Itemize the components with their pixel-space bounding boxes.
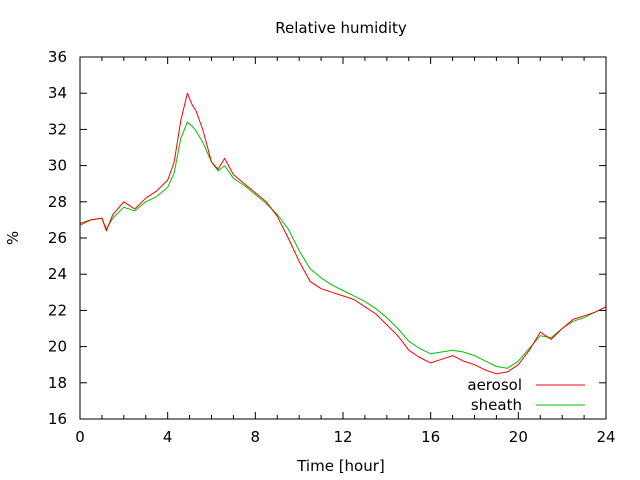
y-tick-label: 26	[48, 229, 67, 247]
plot-frame	[79, 56, 607, 420]
y-tick-label: 22	[48, 301, 67, 319]
series-line-aerosol	[79, 92, 607, 375]
y-axis-ticks: 16 18 20 22 24 26 28 30 32 34 36	[48, 48, 606, 428]
x-tick-label: 4	[163, 428, 173, 446]
legend-label-aerosol: aerosol	[467, 376, 522, 394]
legend-label-sheath: sheath	[471, 396, 522, 414]
x-tick-label: 12	[333, 428, 352, 446]
x-tick-label: 8	[251, 428, 261, 446]
x-tick-label: 24	[596, 428, 615, 446]
y-tick-label: 18	[48, 374, 67, 392]
x-axis-label: Time [hour]	[296, 457, 385, 475]
chart-title: Relative humidity	[275, 19, 407, 37]
plot-area	[79, 92, 607, 375]
x-tick-label: 20	[509, 428, 528, 446]
y-tick-label: 34	[48, 84, 67, 102]
y-tick-label: 36	[48, 48, 67, 66]
series-line-sheath	[79, 121, 607, 369]
y-tick-label: 32	[48, 120, 67, 138]
y-tick-label: 30	[48, 157, 67, 175]
y-tick-label: 16	[48, 410, 67, 428]
y-tick-label: 20	[48, 338, 67, 356]
x-tick-label: 16	[421, 428, 440, 446]
x-tick-label: 0	[75, 428, 85, 446]
y-tick-label: 28	[48, 193, 67, 211]
legend: aerosol sheath	[467, 376, 585, 414]
y-axis-label: %	[4, 231, 22, 245]
x-axis-ticks: 0 4 8 12 16 20 24	[75, 57, 616, 446]
y-tick-label: 24	[48, 265, 67, 283]
